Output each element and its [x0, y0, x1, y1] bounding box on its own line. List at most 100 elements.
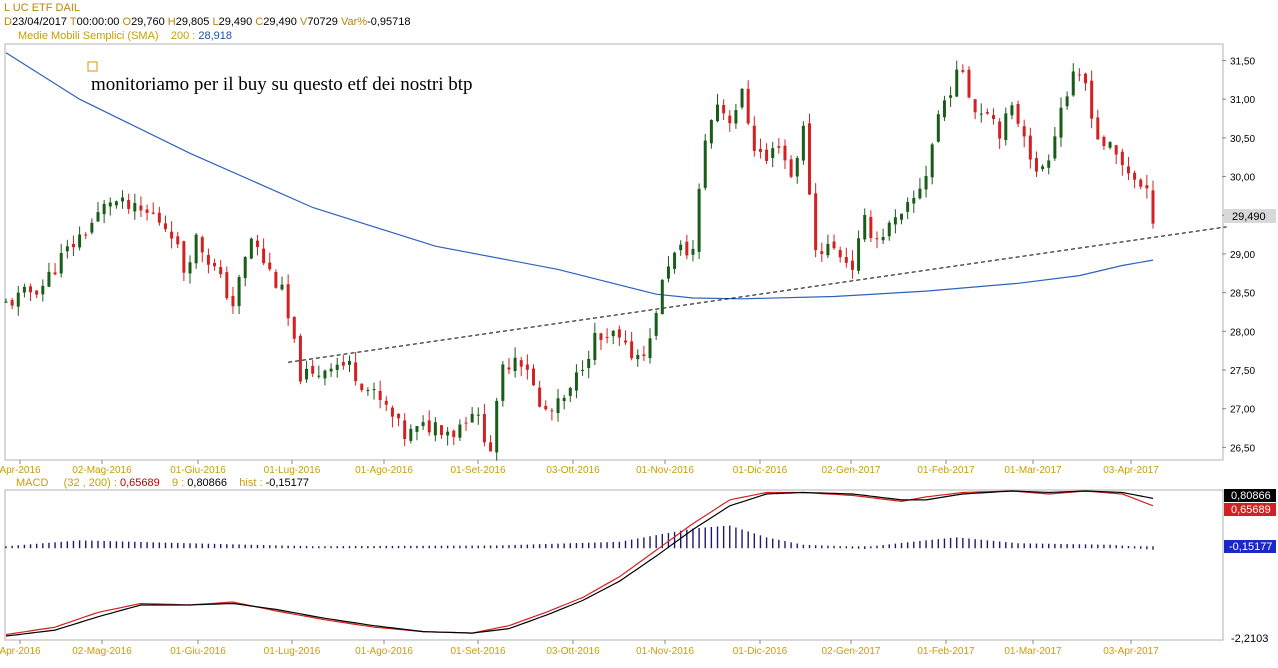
- candle-up: [305, 368, 309, 380]
- candle-down: [403, 420, 407, 440]
- candle-up: [108, 202, 112, 207]
- candle-down: [832, 241, 836, 249]
- candle-down: [1126, 166, 1130, 174]
- x-tick-label: 03-Apr-2017: [1103, 465, 1159, 476]
- candle-down: [482, 413, 486, 443]
- x-tick-label: 01-Giu-2016: [170, 465, 226, 476]
- candle-down: [1133, 172, 1137, 180]
- candle-down: [967, 69, 971, 98]
- candle-down: [231, 295, 235, 307]
- candle-up: [446, 431, 450, 436]
- candle-up: [65, 246, 69, 252]
- candle-up: [121, 197, 125, 202]
- macd-readout: MACD (32 , 200) : 0,65689 9 : 0,80866 hi…: [16, 477, 310, 489]
- candle-up: [133, 202, 137, 212]
- candle-up: [237, 277, 241, 307]
- candle-down: [311, 365, 315, 374]
- candle-down: [163, 223, 167, 230]
- candle-up: [679, 244, 683, 251]
- candle-down: [151, 212, 155, 214]
- candle-up: [771, 148, 775, 159]
- candle-down: [875, 238, 879, 240]
- candle-up: [900, 213, 904, 220]
- candle-down: [157, 212, 161, 223]
- candle-up: [795, 157, 799, 177]
- candle-up: [801, 125, 805, 161]
- candle-up: [912, 197, 916, 204]
- x-tick-label: 01-Dic-2016: [733, 646, 788, 657]
- x-tick-label: 01-Mar-2017: [1004, 465, 1062, 476]
- macd-value-tag-label: 0,65689: [1231, 504, 1271, 516]
- candle-up: [556, 398, 560, 414]
- candle-down: [439, 425, 443, 436]
- candle-down: [605, 336, 609, 338]
- candle-down: [630, 341, 634, 359]
- candle-down: [808, 123, 812, 195]
- candle-up: [41, 285, 45, 295]
- macd-label: MACD: [16, 477, 49, 489]
- x-tick-label: 01-Ago-2016: [355, 465, 413, 476]
- candle-up: [1010, 105, 1014, 116]
- candle-up: [574, 372, 578, 391]
- candle-up: [691, 248, 695, 255]
- candle-down: [752, 125, 756, 151]
- signal-value-tag-label: 0,80866: [1231, 490, 1271, 502]
- candle-down: [219, 267, 223, 275]
- x-tick-label: Apr-2016: [0, 646, 41, 657]
- candle-down: [53, 272, 57, 275]
- x-tick-label: 01-Feb-2017: [917, 646, 975, 657]
- candle-down: [1102, 136, 1106, 147]
- candle-down: [789, 159, 793, 177]
- candle-up: [587, 358, 591, 369]
- candle-up: [697, 188, 701, 252]
- candle-down: [176, 236, 180, 245]
- candle-down: [685, 241, 689, 256]
- hist-value-tag-label: -0,15177: [1229, 541, 1272, 553]
- candle-up: [562, 397, 566, 402]
- y-tick-label: 30,00: [1230, 173, 1255, 184]
- x-tick-label: 01-Lug-2016: [264, 465, 321, 476]
- candle-down: [360, 383, 364, 391]
- candle-down: [10, 300, 14, 306]
- candle-down: [200, 237, 204, 253]
- macd-bottom-tick: -2,2103: [1231, 633, 1268, 645]
- candle-up: [568, 387, 572, 396]
- candle-down: [550, 410, 554, 412]
- candle-down: [139, 205, 143, 211]
- y-tick-label: 27,50: [1230, 366, 1255, 377]
- x-tick-label: 01-Mar-2017: [1004, 646, 1062, 657]
- candle-up: [955, 69, 959, 97]
- candle-down: [525, 364, 529, 370]
- candle-down: [298, 335, 302, 382]
- x-tick-label: 01-Set-2016: [450, 646, 505, 657]
- candle-up: [329, 368, 333, 372]
- candle-up: [243, 257, 247, 279]
- time-value: 00:00:00: [76, 16, 120, 28]
- candle-up: [249, 238, 253, 259]
- candle-up: [918, 188, 922, 199]
- candle-down: [820, 251, 824, 254]
- candle-down: [746, 88, 750, 124]
- candle-up: [323, 370, 327, 379]
- macd-value-tag: [1224, 503, 1276, 516]
- candle-up: [372, 389, 376, 391]
- candle-down: [71, 243, 75, 248]
- candle-down: [390, 407, 394, 417]
- x-tick-label: 01-Feb-2017: [917, 465, 975, 476]
- candle-up: [280, 284, 284, 290]
- candle-up: [1071, 71, 1075, 96]
- x-tick-label: 01-Nov-2016: [636, 646, 694, 657]
- candle-up: [96, 212, 100, 222]
- candle-down: [1022, 126, 1026, 137]
- candle-down: [384, 400, 388, 405]
- candle-up: [16, 292, 20, 307]
- candle-up: [648, 338, 652, 359]
- candle-down: [624, 340, 628, 343]
- candle-up: [1108, 142, 1112, 148]
- annotation-marker[interactable]: [87, 61, 98, 72]
- candle-down: [765, 149, 769, 161]
- candle-down: [255, 240, 259, 248]
- candle-up: [409, 428, 413, 441]
- y-tick-label: 28,50: [1230, 289, 1255, 300]
